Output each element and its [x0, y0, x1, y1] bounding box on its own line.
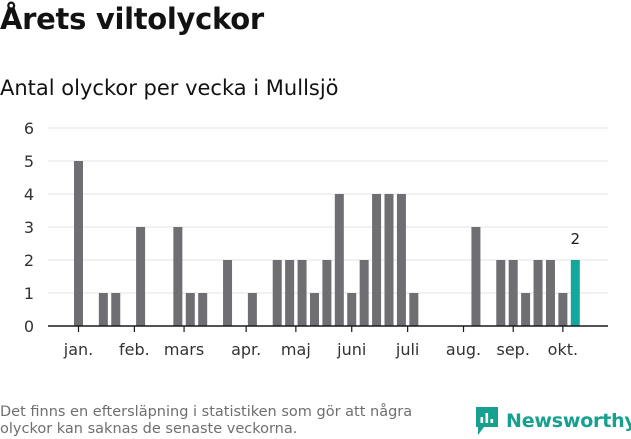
bar	[471, 227, 481, 326]
bar	[272, 260, 282, 326]
x-tick-label: aug.	[446, 340, 481, 359]
x-tick-label: mars	[164, 340, 204, 359]
bar	[347, 293, 357, 326]
x-tick-label: sep.	[496, 340, 529, 359]
bar	[98, 293, 108, 326]
chart-subtitle: Antal olyckor per vecka i Mullsjö	[0, 76, 339, 100]
footnote: Det finns en eftersläpning i statistiken…	[0, 404, 413, 437]
bar	[496, 260, 506, 326]
newsworthy-logo: Newsworthy	[474, 405, 631, 437]
bar	[223, 260, 233, 326]
x-tick-label: apr.	[231, 340, 261, 359]
bar	[521, 293, 531, 326]
bar	[173, 227, 183, 326]
y-tick-label: 5	[24, 152, 34, 171]
bar	[384, 194, 394, 326]
bar	[285, 260, 295, 326]
bar	[334, 194, 344, 326]
bar	[322, 260, 332, 326]
bar-chart: 0 1 2 3 4 5 6 2 jan. feb. mars apr. maj juni juli aug. s…	[24, 119, 608, 359]
bar	[545, 260, 555, 326]
newsworthy-logo-icon	[476, 407, 498, 435]
y-tick-label: 1	[24, 284, 34, 303]
x-tick-label: okt.	[548, 340, 578, 359]
bar	[359, 260, 369, 326]
bar	[297, 260, 307, 326]
chart-title: Årets viltolyckor	[0, 2, 264, 36]
bar	[309, 293, 319, 326]
y-tick-label: 2	[24, 251, 34, 270]
bar	[396, 194, 406, 326]
data-label: 2	[571, 230, 581, 248]
bar	[136, 227, 146, 326]
x-tick-label: juni	[336, 340, 366, 359]
bar	[185, 293, 195, 326]
bar	[409, 293, 419, 326]
y-tick-label: 3	[24, 218, 34, 237]
x-tick-label: juli	[395, 340, 419, 359]
bar	[508, 260, 518, 326]
x-tick-label: feb.	[119, 340, 150, 359]
bar	[74, 161, 83, 326]
bar	[533, 260, 543, 326]
bar	[111, 293, 121, 326]
bar	[198, 293, 208, 326]
y-tick-label: 6	[24, 119, 34, 138]
x-tick-label: jan.	[63, 340, 93, 359]
x-tick-label: maj	[281, 340, 311, 359]
y-tick-label: 4	[24, 185, 34, 204]
bar	[372, 194, 382, 326]
y-tick-label: 0	[24, 317, 34, 336]
bar	[247, 293, 257, 326]
bar-highlight	[570, 260, 580, 326]
newsworthy-logo-text: Newsworthy	[506, 410, 631, 432]
bar	[558, 293, 568, 326]
